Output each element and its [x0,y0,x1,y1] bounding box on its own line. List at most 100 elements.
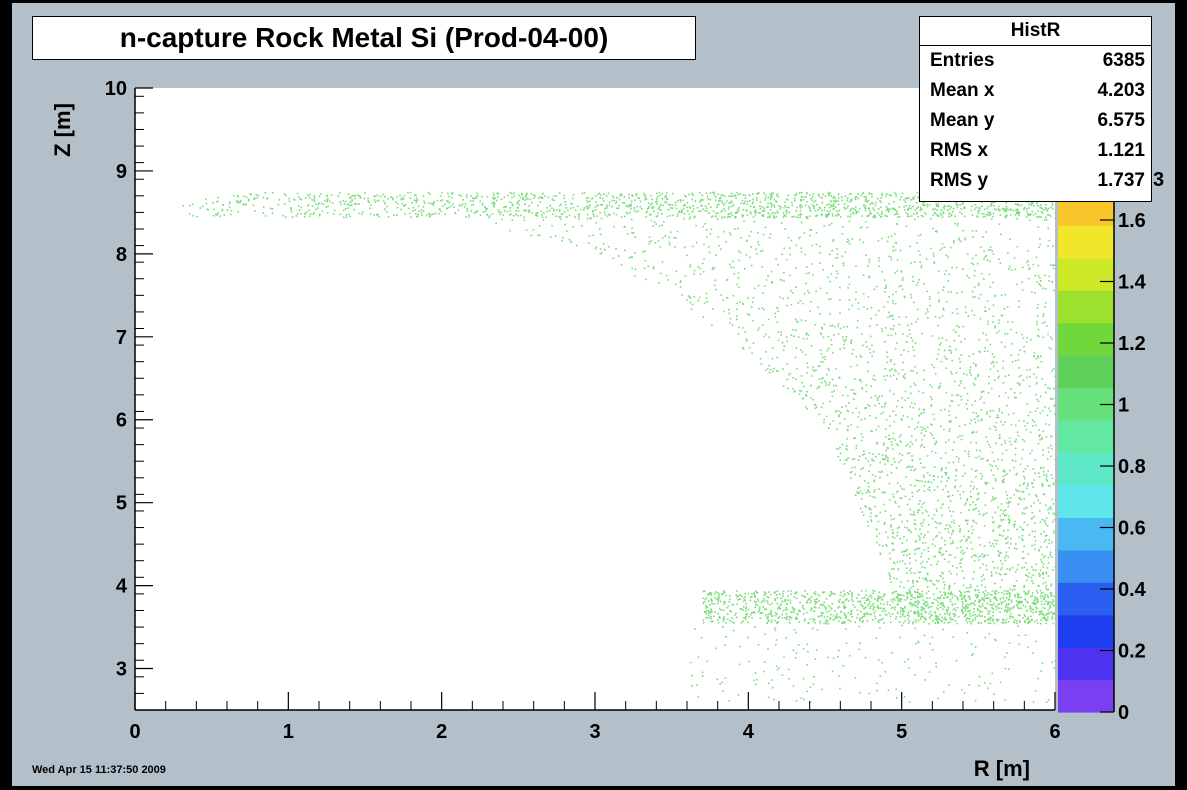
data-point [949,621,951,623]
data-point [520,214,522,217]
data-point [885,286,887,289]
data-point [1026,336,1028,339]
data-point [870,519,873,521]
data-point [689,297,692,299]
data-point [975,412,977,414]
data-point [1052,569,1054,571]
data-point [940,602,942,604]
data-point [903,349,905,351]
data-point [869,213,871,215]
data-point [923,621,925,623]
data-point [909,557,911,559]
data-point [979,544,981,546]
data-point [891,536,894,538]
data-point [994,539,996,542]
data-point [803,292,806,295]
data-point [539,201,541,203]
data-point [705,607,707,609]
data-point [988,308,990,310]
data-point [963,464,965,467]
data-point [943,286,945,289]
data-point [780,603,782,606]
data-point [950,213,953,216]
data-point [914,261,916,263]
data-point [812,366,814,368]
data-point [954,485,956,488]
data-point [428,215,431,218]
data-point [768,336,770,339]
data-point [881,194,884,197]
data-point [810,607,813,610]
data-point [942,307,945,310]
data-point [938,550,940,552]
data-point [221,208,224,211]
data-point [837,272,839,275]
data-point [429,193,431,195]
data-point [730,205,733,208]
data-point [946,596,948,599]
data-point [1008,374,1010,377]
data-point [599,248,602,250]
data-point [601,204,604,206]
data-point [623,215,626,218]
data-point [929,489,931,492]
data-point [841,196,843,198]
data-point [795,616,798,619]
data-point [595,222,597,224]
data-point [798,393,801,395]
data-point [560,203,562,206]
data-point [528,211,530,213]
data-point [722,299,725,301]
data-point [1023,566,1026,569]
data-point [897,444,899,447]
data-point [902,622,905,624]
data-point [494,197,497,199]
data-point [998,375,1000,378]
data-point [964,238,966,241]
data-point [745,613,748,615]
data-point [930,564,933,566]
data-point [769,208,772,211]
data-point [722,618,724,620]
data-point [967,453,970,455]
data-point [950,521,953,523]
data-point [541,192,544,195]
data-point [931,208,934,211]
data-point [526,192,528,195]
data-point [562,236,564,239]
data-point [878,488,880,490]
data-point [736,318,738,321]
data-point [538,225,541,227]
data-point [788,618,791,621]
data-point [1040,216,1042,218]
data-point [882,545,884,547]
data-point [960,399,963,401]
data-point [926,603,929,606]
data-point [748,314,751,316]
data-point [1006,404,1008,407]
data-point [743,220,745,222]
data-point [914,590,916,593]
data-point [899,560,901,563]
data-point [717,612,719,615]
data-point [736,308,738,311]
data-point [793,197,796,200]
data-point [936,619,938,622]
data-point [938,523,941,525]
data-point [1004,332,1006,335]
data-point [929,217,932,220]
data-point [588,235,591,237]
data-point [896,223,899,226]
data-point [854,437,857,439]
data-point [837,200,839,202]
data-point [1038,585,1040,587]
data-point [867,604,869,607]
data-point [625,205,628,208]
data-point [646,210,649,213]
data-point [992,474,995,476]
data-point [878,265,880,267]
data-point [1042,563,1045,565]
data-point [1008,603,1010,606]
data-point [820,209,823,212]
data-point [927,607,930,609]
